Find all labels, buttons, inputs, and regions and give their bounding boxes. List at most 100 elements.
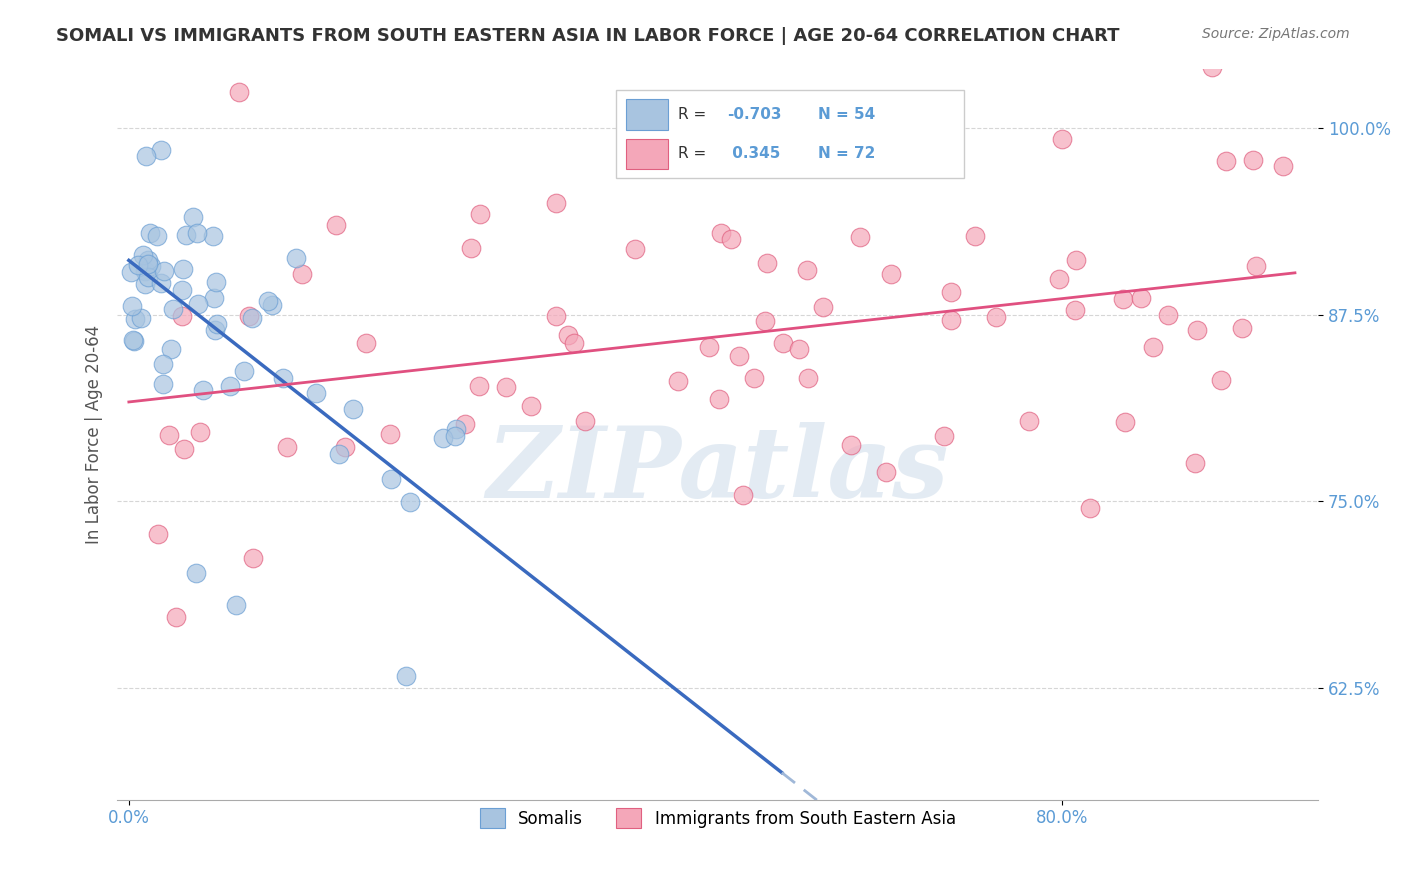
Point (132, 248, 155, 262)
Point (136, 257, 159, 271)
Point (276, 440, 298, 454)
Point (772, 336, 794, 351)
Point (148, 527, 170, 541)
Point (1078, 501, 1101, 516)
Point (733, 488, 755, 502)
Point (134, 277, 156, 292)
Point (1246, 260, 1268, 274)
Point (202, 291, 225, 305)
Point (170, 283, 193, 297)
Point (204, 323, 226, 337)
Point (174, 227, 197, 242)
Point (124, 334, 146, 348)
Point (546, 309, 568, 323)
Point (160, 342, 183, 356)
Point (124, 311, 146, 326)
Point (470, 207, 492, 221)
Point (262, 298, 284, 312)
Point (839, 437, 862, 451)
Point (666, 374, 689, 388)
Point (755, 256, 778, 270)
Point (710, 226, 733, 240)
Point (328, 446, 350, 460)
Point (152, 376, 174, 391)
Point (188, 425, 211, 439)
Point (152, 263, 174, 277)
Point (257, 294, 280, 309)
Point (624, 242, 647, 256)
Text: ZIPatlas: ZIPatlas (486, 422, 949, 519)
Point (941, 285, 963, 299)
Point (574, 414, 596, 428)
Point (271, 371, 294, 385)
Point (136, 252, 159, 267)
Y-axis label: In Labor Force | Age 20-64: In Labor Force | Age 20-64 (86, 325, 103, 543)
Point (157, 428, 180, 442)
Point (378, 426, 401, 441)
Point (1215, 154, 1237, 169)
Point (291, 268, 314, 282)
Point (121, 299, 143, 313)
Point (742, 371, 765, 385)
Point (720, 232, 742, 246)
Point (1047, 272, 1070, 286)
Point (170, 309, 193, 323)
Point (398, 495, 420, 509)
Point (443, 429, 465, 443)
Point (191, 384, 214, 398)
Point (697, 340, 720, 354)
Point (1018, 414, 1040, 428)
Point (333, 440, 356, 454)
Point (172, 261, 194, 276)
Point (127, 258, 149, 272)
Point (787, 342, 810, 356)
Point (134, 264, 156, 278)
Point (880, 267, 903, 281)
Point (342, 401, 364, 416)
Point (122, 333, 145, 347)
Point (875, 466, 897, 480)
Point (146, 228, 169, 243)
Point (1185, 323, 1208, 337)
Point (139, 259, 162, 273)
Point (201, 229, 224, 244)
Point (495, 380, 517, 394)
Point (138, 226, 160, 240)
Point (395, 669, 418, 683)
Point (242, 550, 264, 565)
Point (1230, 320, 1253, 334)
Point (1272, 159, 1295, 173)
Point (325, 218, 347, 232)
Point (238, 309, 260, 323)
Point (135, 149, 157, 163)
Point (240, 310, 263, 325)
Point (129, 311, 152, 326)
Point (181, 210, 204, 224)
Point (305, 385, 328, 400)
Point (932, 428, 955, 442)
Point (186, 566, 208, 581)
Point (468, 379, 491, 393)
Point (205, 317, 228, 331)
Text: SOMALI VS IMMIGRANTS FROM SOUTH EASTERN ASIA IN LABOR FORCE | AGE 20-64 CORRELAT: SOMALI VS IMMIGRANTS FROM SOUTH EASTERN … (56, 27, 1119, 45)
Point (284, 252, 307, 266)
Point (232, 364, 254, 378)
Point (136, 270, 159, 285)
Point (796, 262, 818, 277)
Point (187, 297, 209, 311)
Text: Source: ZipAtlas.com: Source: ZipAtlas.com (1202, 27, 1350, 41)
Point (165, 610, 187, 624)
Point (149, 144, 172, 158)
Point (1211, 373, 1233, 387)
Point (444, 422, 467, 436)
Point (162, 301, 184, 316)
Point (173, 442, 195, 457)
Point (432, 431, 454, 445)
Point (562, 336, 585, 351)
Point (1241, 153, 1264, 167)
Point (354, 335, 377, 350)
Point (963, 228, 986, 243)
Point (984, 310, 1007, 324)
Point (120, 265, 142, 279)
Point (709, 392, 731, 406)
